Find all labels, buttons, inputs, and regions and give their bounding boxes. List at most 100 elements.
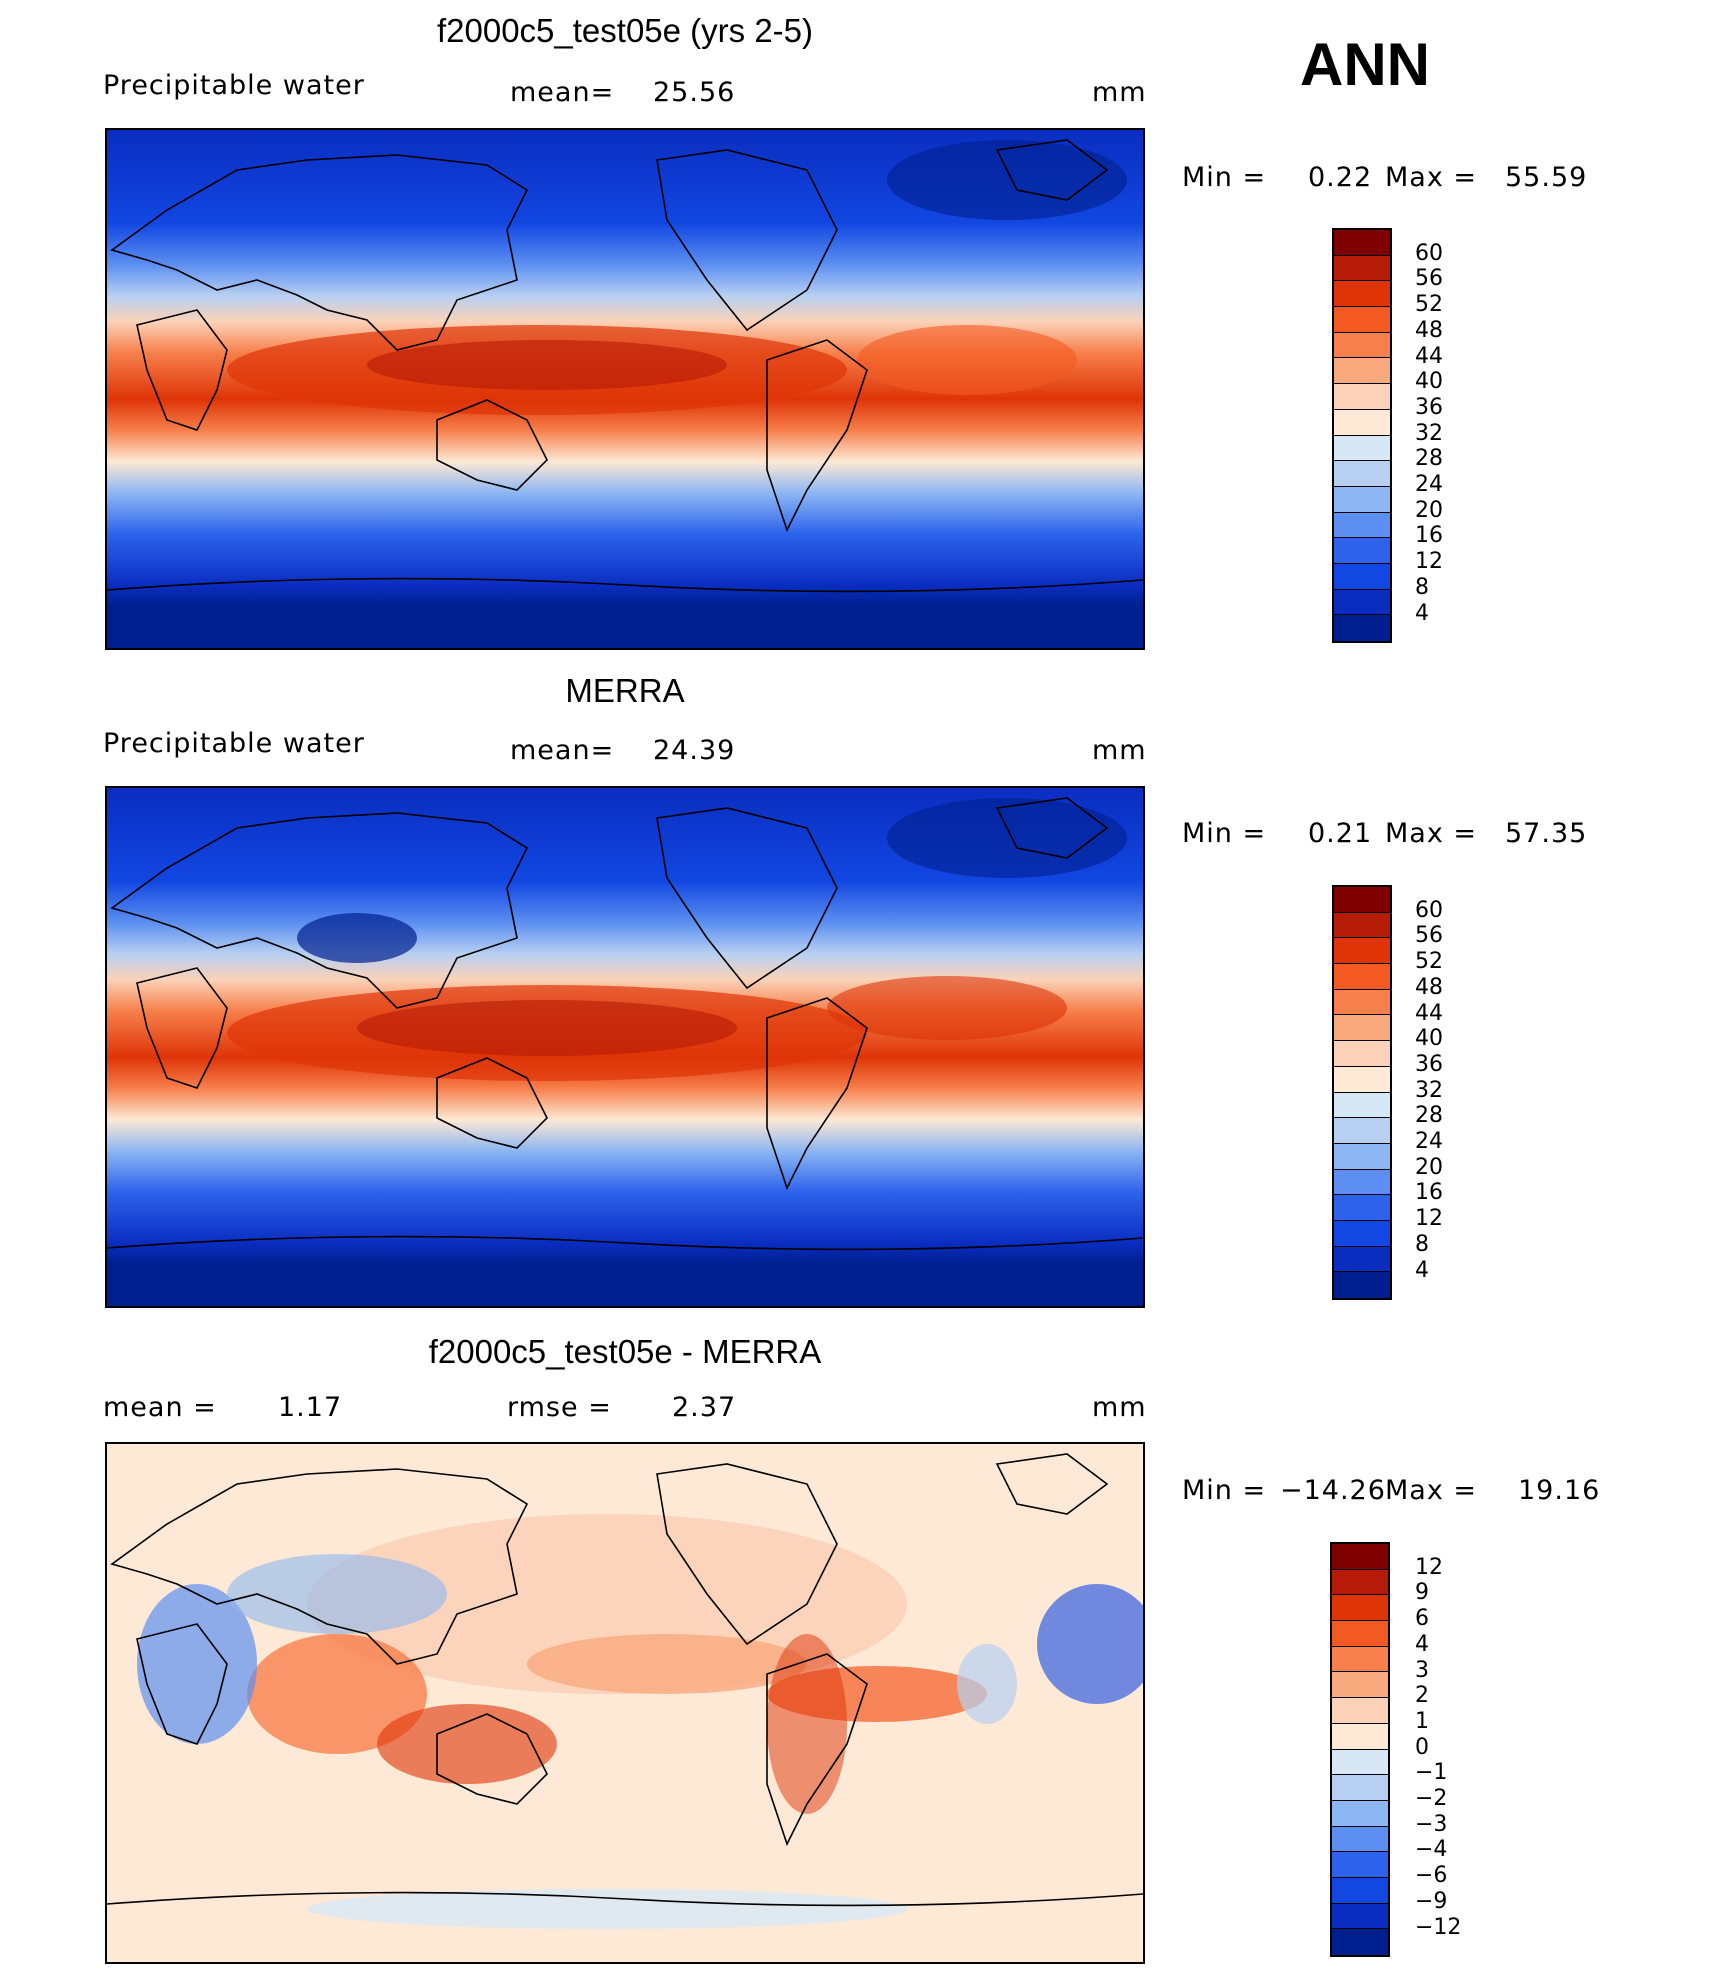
colorbar-segment bbox=[1334, 1066, 1390, 1093]
panel-3-units: mm bbox=[1092, 1392, 1147, 1423]
panel-2-min-value: 0.21 bbox=[1308, 818, 1373, 849]
colorbar-segment bbox=[1334, 384, 1390, 410]
colorbar-tick-label: 9 bbox=[1415, 1580, 1429, 1606]
colorbar-segment bbox=[1334, 563, 1390, 590]
colorbar-segment bbox=[1334, 1118, 1390, 1144]
colorbar-segment bbox=[1332, 1544, 1388, 1570]
colorbar-tick-label: 4 bbox=[1415, 1631, 1429, 1657]
colorbar-segment bbox=[1334, 615, 1390, 641]
panel-2-mean-value: 24.39 bbox=[653, 735, 736, 766]
panel-2-map bbox=[105, 786, 1145, 1308]
panel-3-max-value: 19.16 bbox=[1518, 1475, 1601, 1506]
colorbar-segment bbox=[1332, 1903, 1388, 1930]
colorbar-segment bbox=[1332, 1698, 1388, 1724]
colorbar-segment bbox=[1332, 1775, 1388, 1801]
colorbar-segment bbox=[1334, 538, 1390, 564]
panel-3-max-label: Max = bbox=[1385, 1475, 1478, 1506]
colorbar-segment bbox=[1334, 358, 1390, 385]
panel-3-mean-value: 1.17 bbox=[278, 1392, 343, 1423]
colorbar-tick-label: 52 bbox=[1415, 292, 1443, 318]
colorbar-tick-label: 6 bbox=[1415, 1606, 1429, 1632]
panel-1-min-value: 0.22 bbox=[1308, 162, 1373, 193]
colorbar-segment bbox=[1334, 332, 1390, 359]
panel-2-units: mm bbox=[1092, 735, 1147, 766]
panel-2-min-label: Min = bbox=[1182, 818, 1267, 849]
colorbar-segment bbox=[1334, 989, 1390, 1016]
panel-1-max-value: 55.59 bbox=[1505, 162, 1588, 193]
panel-3-rmse-value: 2.37 bbox=[672, 1392, 737, 1423]
colorbar-tick-label: 1 bbox=[1415, 1708, 1429, 1734]
colorbar-tick-label: 0 bbox=[1415, 1734, 1429, 1760]
colorbar-segment bbox=[1334, 938, 1390, 965]
panel-1-units: mm bbox=[1092, 77, 1147, 108]
panel-2-variable-label: Precipitable water bbox=[103, 728, 365, 759]
colorbar-segment bbox=[1334, 1143, 1390, 1170]
colorbar-segment bbox=[1334, 1041, 1390, 1067]
colorbar-tick-label: 36 bbox=[1415, 1051, 1443, 1077]
colorbar-tick-label: 3 bbox=[1415, 1657, 1429, 1683]
panel-2-mean-label: mean= bbox=[510, 735, 615, 766]
colorbar-tick-label: 28 bbox=[1415, 1103, 1443, 1129]
colorbar-segment bbox=[1332, 1672, 1388, 1699]
colorbar-segment bbox=[1334, 409, 1390, 436]
colorbar-tick-label: 32 bbox=[1415, 1077, 1443, 1103]
panel-1-variable-label: Precipitable water bbox=[103, 70, 365, 101]
colorbar-segment bbox=[1332, 1723, 1388, 1750]
colorbar-tick-label: 48 bbox=[1415, 317, 1443, 343]
colorbar-segment bbox=[1334, 912, 1390, 939]
colorbar-tick-label: 44 bbox=[1415, 1000, 1443, 1026]
colorbar-segment bbox=[1334, 512, 1390, 539]
colorbar-segment bbox=[1332, 1749, 1388, 1776]
colorbar-segment bbox=[1332, 1595, 1388, 1622]
colorbar-segment bbox=[1334, 255, 1390, 282]
colorbar-segment bbox=[1334, 887, 1390, 913]
colorbar-tick-label: −2 bbox=[1415, 1786, 1448, 1811]
colorbar-tick-label: 24 bbox=[1415, 1129, 1443, 1154]
colorbar-tick-label: 16 bbox=[1415, 1180, 1443, 1206]
colorbar-tick-label: 4 bbox=[1415, 600, 1429, 626]
colorbar-segment bbox=[1334, 435, 1390, 462]
panel-3-rmse-label: rmse = bbox=[507, 1392, 612, 1423]
panel-2-max-label: Max = bbox=[1385, 818, 1478, 849]
colorbar-tick-label: 16 bbox=[1415, 523, 1443, 549]
panel-2-colorbar bbox=[1332, 885, 1392, 1300]
colorbar-tick-label: −12 bbox=[1415, 1914, 1462, 1940]
colorbar-tick-label: −4 bbox=[1415, 1837, 1448, 1863]
colorbar-tick-label: −9 bbox=[1415, 1888, 1448, 1914]
colorbar-segment bbox=[1334, 1169, 1390, 1196]
colorbar-tick-label: 24 bbox=[1415, 472, 1443, 497]
colorbar-segment bbox=[1334, 589, 1390, 616]
panel-1-colorbar bbox=[1332, 228, 1392, 643]
colorbar-tick-label: 52 bbox=[1415, 949, 1443, 975]
colorbar-segment bbox=[1334, 281, 1390, 308]
colorbar-tick-label: 4 bbox=[1415, 1257, 1429, 1283]
colorbar-tick-label: 12 bbox=[1415, 549, 1443, 575]
panel-1-mean-value: 25.56 bbox=[653, 77, 736, 108]
colorbar-segment bbox=[1334, 1015, 1390, 1042]
colorbar-tick-label: 44 bbox=[1415, 343, 1443, 369]
colorbar-segment bbox=[1334, 1092, 1390, 1119]
panel-3-map bbox=[105, 1442, 1145, 1964]
colorbar-segment bbox=[1332, 1800, 1388, 1827]
colorbar-tick-label: 48 bbox=[1415, 974, 1443, 1000]
colorbar-tick-label: 8 bbox=[1415, 1231, 1429, 1257]
colorbar-tick-label: 32 bbox=[1415, 420, 1443, 446]
colorbar-segment bbox=[1334, 230, 1390, 256]
colorbar-segment bbox=[1334, 486, 1390, 513]
panel-1-max-label: Max = bbox=[1385, 162, 1478, 193]
colorbar-tick-label: −3 bbox=[1415, 1811, 1448, 1837]
colorbar-tick-label: 40 bbox=[1415, 369, 1443, 395]
colorbar-segment bbox=[1334, 1220, 1390, 1247]
colorbar-segment bbox=[1334, 964, 1390, 990]
panel-2-max-value: 57.35 bbox=[1505, 818, 1588, 849]
colorbar-tick-label: −1 bbox=[1415, 1760, 1448, 1786]
colorbar-tick-label: 20 bbox=[1415, 497, 1443, 523]
colorbar-segment bbox=[1334, 461, 1390, 487]
panel-3-mean-label: mean = bbox=[103, 1392, 217, 1423]
colorbar-segment bbox=[1334, 1272, 1390, 1298]
colorbar-tick-label: −6 bbox=[1415, 1863, 1448, 1889]
panel-1-map bbox=[105, 128, 1145, 650]
colorbar-tick-label: 40 bbox=[1415, 1026, 1443, 1052]
panel-2-title: MERRA bbox=[565, 672, 685, 709]
colorbar-tick-label: 60 bbox=[1415, 240, 1443, 266]
